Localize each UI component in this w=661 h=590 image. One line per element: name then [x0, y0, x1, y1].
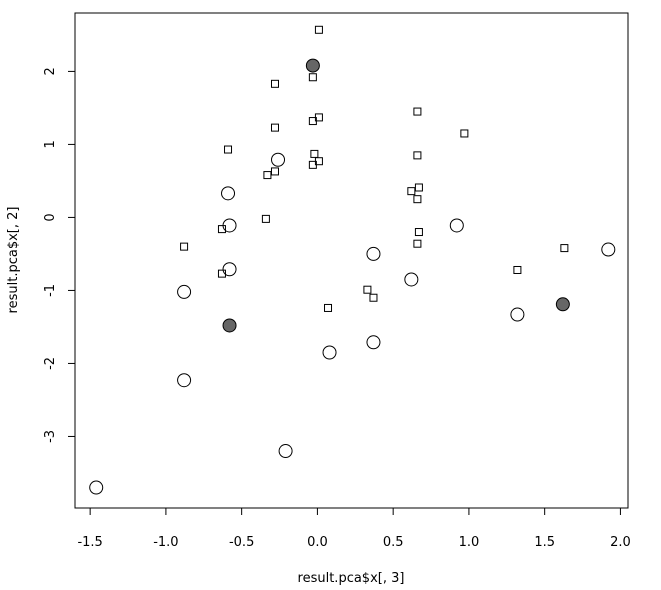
data-point-square — [180, 242, 189, 251]
data-point-open-circle — [177, 373, 192, 388]
data-point-square — [363, 285, 372, 294]
x-tick-label: -1.5 — [77, 535, 102, 550]
data-point-square — [314, 25, 323, 34]
data-point-filled-circle — [555, 297, 570, 312]
data-point-open-circle — [177, 284, 192, 299]
data-point-square — [560, 244, 569, 253]
data-point-square — [263, 171, 272, 180]
data-point-square — [460, 129, 469, 138]
data-point-open-circle — [222, 262, 237, 277]
data-point-square — [270, 79, 279, 88]
data-point-square — [413, 195, 422, 204]
data-point-square — [217, 225, 226, 234]
x-tick-label: 1.0 — [459, 535, 480, 550]
y-tick-label: -1 — [43, 284, 58, 297]
data-point-square — [310, 149, 319, 158]
data-point-open-circle — [271, 152, 286, 167]
x-tick-label: -1.0 — [153, 535, 178, 550]
data-point-square — [270, 167, 279, 176]
x-tick-label: -0.5 — [229, 535, 254, 550]
data-point-square — [308, 117, 317, 126]
y-tick-label: 0 — [43, 213, 58, 221]
data-point-square — [308, 73, 317, 82]
data-point-open-circle — [366, 246, 381, 261]
data-point-square — [217, 269, 226, 278]
data-point-filled-circle — [305, 58, 320, 73]
y-tick-label: 2 — [43, 67, 58, 75]
data-point-open-circle — [601, 242, 616, 257]
x-axis-title: result.pca$x[, 3] — [298, 571, 405, 586]
data-point-square — [224, 145, 233, 154]
data-point-square — [369, 293, 378, 302]
y-tick-label: -3 — [43, 430, 58, 443]
x-tick-label: 1.5 — [534, 535, 555, 550]
data-point-square — [407, 187, 416, 196]
data-point-open-circle — [449, 218, 464, 233]
data-point-open-circle — [222, 218, 237, 233]
data-point-open-circle — [89, 480, 104, 495]
data-point-square — [513, 265, 522, 274]
data-point-open-circle — [366, 335, 381, 350]
data-point-square — [413, 151, 422, 160]
data-point-square — [414, 228, 423, 237]
data-point-square — [414, 183, 423, 192]
x-tick-label: 0.5 — [383, 535, 404, 550]
data-point-open-circle — [404, 272, 419, 287]
x-tick-label: 2.0 — [610, 535, 631, 550]
x-tick-label: 0.0 — [307, 535, 328, 550]
data-point-square — [270, 123, 279, 132]
x-axis: -1.5 -1.0 -0.5 0.0 0.5 1.0 1.5 2.0 — [77, 507, 631, 550]
data-point-square — [261, 214, 270, 223]
data-point-open-circle — [510, 307, 525, 322]
data-point-square — [413, 239, 422, 248]
data-point-square — [308, 160, 317, 169]
y-axis-title: result.pca$x[, 2] — [6, 207, 21, 314]
data-point-open-circle — [322, 345, 337, 360]
data-point-open-circle — [221, 186, 236, 201]
y-axis: -3 -2 -1 0 1 2 — [43, 67, 76, 443]
y-tick-label: 1 — [43, 140, 58, 148]
data-point-square — [324, 303, 333, 312]
data-point-filled-circle — [222, 318, 237, 333]
data-point-square — [413, 107, 422, 116]
data-points — [89, 25, 616, 495]
data-point-open-circle — [278, 444, 293, 459]
y-tick-label: -2 — [43, 357, 58, 370]
plot-frame — [74, 12, 629, 509]
